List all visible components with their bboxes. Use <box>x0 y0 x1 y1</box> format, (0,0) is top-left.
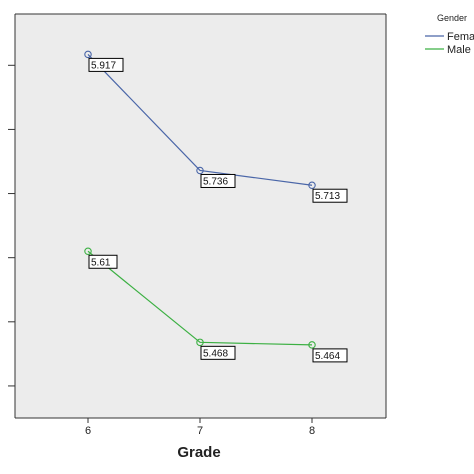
data-label: 5.464 <box>315 351 340 362</box>
x-tick-label: 8 <box>309 425 315 437</box>
data-label-box <box>88 57 124 72</box>
data-point <box>308 341 316 349</box>
series-line-1 <box>87 53 313 186</box>
series-line-2 <box>87 250 313 346</box>
legend-title: Gender <box>437 13 467 23</box>
data-label-box <box>200 345 236 360</box>
y-axis-ticks <box>8 64 15 387</box>
data-point <box>196 166 204 175</box>
legend-label: Fema <box>447 31 474 43</box>
data-label-box <box>88 254 118 269</box>
x-tick-label: 7 <box>197 425 203 437</box>
x-axis-title: Grade <box>177 444 220 461</box>
x-axis-ticks: 6 7 8 <box>85 418 315 437</box>
legend-label: Male <box>447 44 471 56</box>
data-label-box <box>312 188 348 203</box>
data-labels-layer: 5.917 5.736 5.713 5.61 5.468 5.464 <box>88 57 348 363</box>
data-label: 5.61 <box>91 257 111 268</box>
x-tick-label: 6 <box>85 425 91 437</box>
data-label: 5.736 <box>203 176 228 187</box>
data-label-box <box>200 173 236 188</box>
data-label: 5.468 <box>203 348 228 359</box>
data-point <box>308 181 316 189</box>
series-layer <box>84 50 316 349</box>
data-point <box>196 338 204 347</box>
data-label: 5.713 <box>315 191 340 202</box>
data-label-box <box>312 348 348 363</box>
data-label: 5.917 <box>91 60 116 71</box>
data-point <box>84 247 92 256</box>
data-point <box>84 50 92 59</box>
